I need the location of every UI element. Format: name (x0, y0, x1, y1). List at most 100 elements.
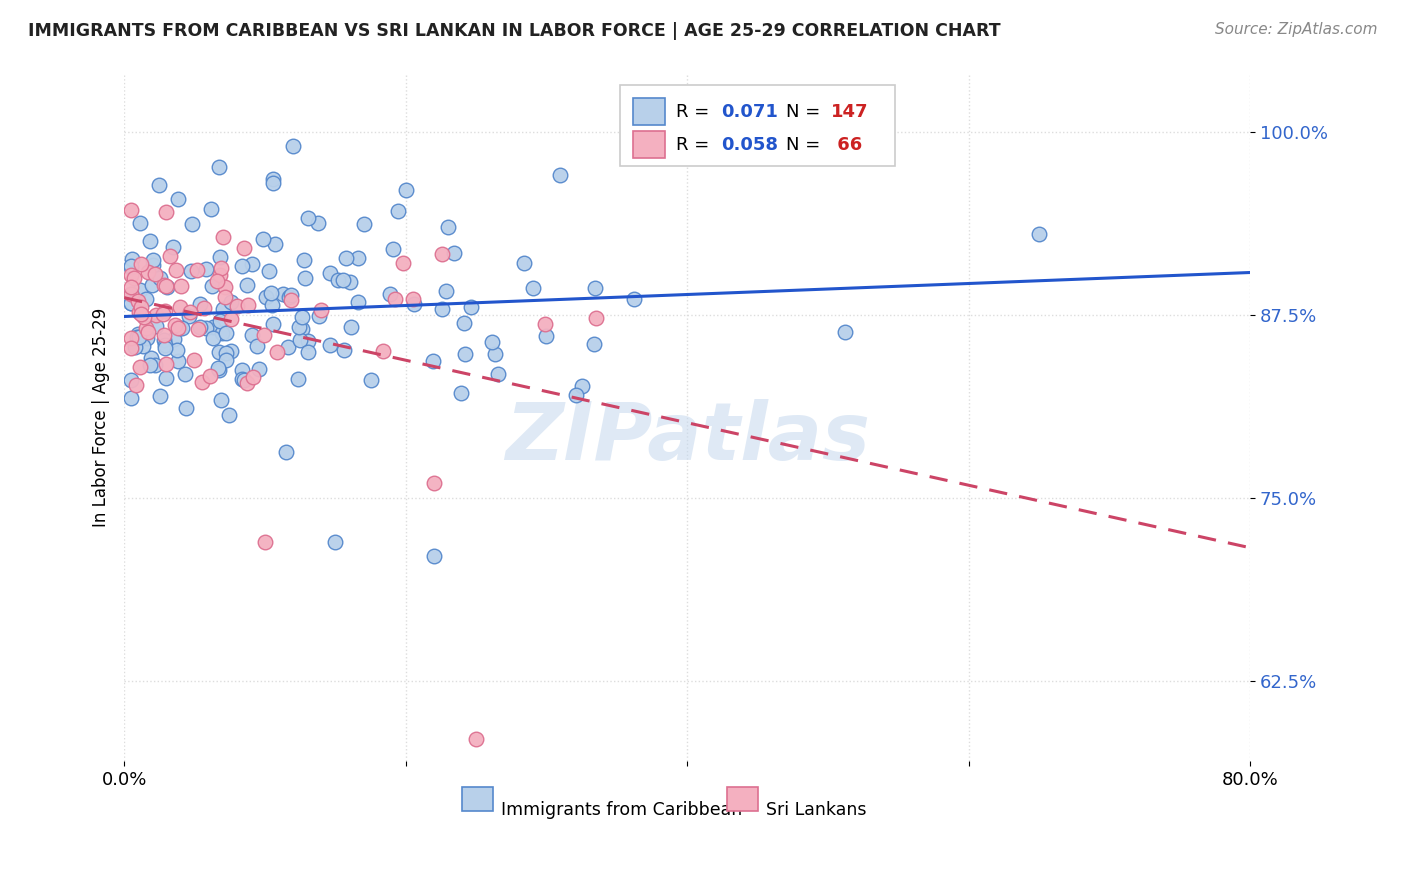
Point (378, 286, 401, 301)
Point (550, 169, 572, 183)
Point (194, 321, 217, 335)
Point (152, 307, 174, 321)
Point (232, 241, 254, 255)
Point (308, 309, 330, 323)
Point (262, 176, 284, 190)
Point (384, 292, 406, 306)
Point (254, 290, 277, 304)
Point (360, 373, 382, 387)
Point (155, 205, 177, 219)
Point (253, 534, 276, 549)
Point (136, 265, 159, 279)
Bar (633, 131, 665, 158)
Point (402, 297, 425, 311)
Point (319, 266, 342, 280)
Bar (463, 788, 494, 811)
Point (163, 332, 186, 346)
Point (297, 334, 319, 349)
Point (128, 305, 150, 319)
Point (238, 298, 260, 312)
Point (437, 219, 460, 234)
Point (166, 192, 188, 206)
Point (215, 326, 238, 340)
Point (513, 256, 536, 270)
Point (202, 331, 225, 345)
Point (353, 218, 375, 232)
Point (443, 245, 465, 260)
Point (132, 339, 155, 353)
Point (207, 360, 229, 375)
Point (122, 271, 145, 285)
Point (142, 253, 165, 268)
Point (460, 300, 482, 314)
Point (195, 261, 218, 276)
Point (193, 301, 215, 315)
Text: N =: N = (786, 103, 827, 120)
Point (127, 293, 149, 308)
Text: Immigrants from Caribbean: Immigrants from Caribbean (502, 801, 742, 819)
Point (231, 372, 253, 386)
Point (167, 321, 190, 335)
Point (430, 301, 453, 316)
Text: 0.071: 0.071 (721, 103, 778, 120)
Point (236, 277, 259, 292)
Point (136, 331, 159, 345)
Point (263, 236, 285, 251)
Point (120, 202, 142, 217)
Point (120, 341, 142, 355)
Point (153, 341, 176, 355)
Bar (633, 98, 665, 125)
Point (395, 183, 418, 197)
Point (307, 215, 329, 229)
Point (565, 388, 588, 402)
Point (135, 321, 157, 335)
Point (120, 280, 142, 294)
Bar (727, 788, 758, 811)
Text: 0.058: 0.058 (721, 136, 778, 153)
Point (453, 317, 475, 331)
Point (288, 320, 311, 334)
Point (281, 139, 304, 153)
Point (323, 534, 346, 549)
Point (287, 372, 309, 386)
Point (231, 259, 253, 273)
Point (201, 319, 224, 334)
Point (136, 326, 159, 340)
Point (335, 251, 357, 265)
Text: ZIPatlas: ZIPatlas (505, 399, 870, 476)
Point (153, 303, 176, 318)
Point (153, 337, 176, 351)
Point (120, 260, 142, 274)
Point (332, 273, 354, 287)
Text: 147: 147 (831, 103, 869, 120)
Point (339, 275, 361, 289)
Point (280, 287, 302, 301)
Point (191, 376, 214, 390)
Point (218, 408, 240, 422)
Point (166, 353, 188, 368)
Text: N =: N = (786, 136, 827, 153)
Point (142, 258, 165, 272)
Point (211, 326, 233, 340)
Point (209, 250, 232, 264)
Point (522, 281, 544, 295)
Point (333, 343, 356, 358)
Point (346, 294, 368, 309)
Point (240, 328, 263, 343)
Point (817, 139, 839, 153)
Point (139, 234, 162, 248)
Point (188, 296, 211, 310)
Point (214, 290, 236, 304)
Point (454, 347, 477, 361)
Point (145, 308, 167, 322)
Point (156, 280, 179, 294)
Point (149, 271, 172, 285)
Point (585, 311, 607, 326)
Point (125, 377, 148, 392)
Point (120, 287, 142, 301)
Point (183, 353, 205, 368)
Point (170, 279, 193, 293)
Point (290, 333, 312, 347)
Point (208, 160, 231, 174)
Point (187, 322, 209, 336)
